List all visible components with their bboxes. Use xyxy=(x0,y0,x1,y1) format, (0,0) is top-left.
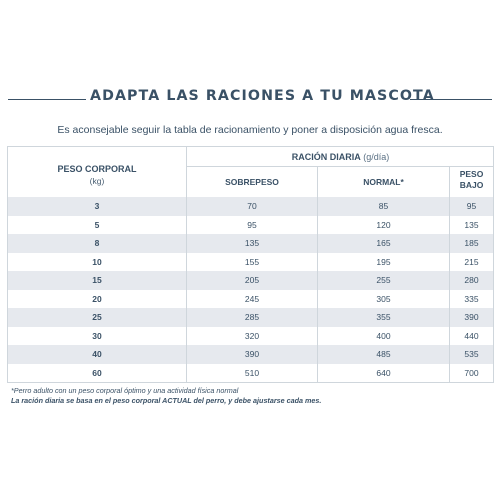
ration-table: PESO CORPORAL (kg) RACIÓN DIARIA (g/día)… xyxy=(7,146,494,383)
normal-header-label: NORMAL* xyxy=(363,177,404,187)
overweight-cell: 390 xyxy=(186,345,317,364)
normal-cell: 120 xyxy=(317,215,449,234)
weight-header-label: PESO CORPORAL xyxy=(57,164,137,174)
ration-header-unit: (g/día) xyxy=(363,152,390,162)
heading-rule-right xyxy=(410,99,492,100)
overweight-cell: 510 xyxy=(186,363,317,382)
normal-cell: 165 xyxy=(317,234,449,253)
low-weight-header-line1: PESO xyxy=(459,169,484,179)
table-row: 15 205 255 280 xyxy=(8,271,493,290)
page-title: ADAPTA LAS RACIONES A TU MASCOTA xyxy=(90,88,435,104)
section-heading: ADAPTA LAS RACIONES A TU MASCOTA xyxy=(0,86,500,110)
normal-cell: 195 xyxy=(317,252,449,271)
table-row: 8 135 165 185 xyxy=(8,234,493,253)
low-weight-cell: 440 xyxy=(449,326,493,345)
table-row: 3 70 85 95 xyxy=(8,197,493,216)
normal-cell: 640 xyxy=(317,363,449,382)
low-weight-column-header: PESO BAJO xyxy=(449,167,493,197)
footnote: *Perro adulto con un peso corporal óptim… xyxy=(11,386,239,395)
weight-cell: 3 xyxy=(94,201,100,211)
intro-text: Es aconsejable seguir la tabla de racion… xyxy=(57,124,443,136)
overweight-cell: 205 xyxy=(186,271,317,290)
weight-cell: 20 xyxy=(92,293,102,304)
weight-column-header: PESO CORPORAL (kg) xyxy=(8,147,186,197)
low-weight-cell: 390 xyxy=(449,308,493,327)
ration-header-label: RACIÓN DIARIA xyxy=(291,152,361,162)
overweight-cell: 70 xyxy=(186,197,317,216)
normal-cell: 485 xyxy=(317,345,449,364)
weight-cell: 8 xyxy=(94,238,100,248)
overweight-cell: 320 xyxy=(186,326,317,345)
weight-header-unit: (kg) xyxy=(89,176,105,186)
overweight-header-label: SOBREPESO xyxy=(225,177,279,187)
overweight-cell: 135 xyxy=(186,234,317,253)
low-weight-cell: 135 xyxy=(449,215,493,234)
weight-cell: 5 xyxy=(94,219,100,230)
low-weight-cell: 335 xyxy=(449,289,493,308)
low-weight-cell: 700 xyxy=(449,363,493,382)
low-weight-cell: 185 xyxy=(449,234,493,253)
table-row: 60 510 640 700 xyxy=(8,363,493,382)
table-row: 20 245 305 335 xyxy=(8,289,493,308)
weight-cell: 15 xyxy=(92,275,102,285)
weight-cell: 10 xyxy=(92,256,102,267)
low-weight-cell: 95 xyxy=(449,197,493,216)
ration-note: La ración diaria se basa en el peso corp… xyxy=(11,396,322,405)
low-weight-cell: 215 xyxy=(449,252,493,271)
low-weight-header-line2: BAJO xyxy=(459,180,484,190)
table-row: 30 320 400 440 xyxy=(8,326,493,345)
overweight-cell: 155 xyxy=(186,252,317,271)
table-row: 25 285 355 390 xyxy=(8,308,493,327)
table-row: 40 390 485 535 xyxy=(8,345,493,364)
heading-rule-left xyxy=(8,99,86,100)
overweight-column-header: SOBREPESO xyxy=(186,167,317,197)
table-row: 5 95 120 135 xyxy=(8,215,493,234)
overweight-cell: 285 xyxy=(186,308,317,327)
table-body: 3 70 85 95 5 95 120 135 8 135 165 185 10… xyxy=(8,197,493,382)
normal-column-header: NORMAL* xyxy=(317,167,449,197)
normal-cell: 400 xyxy=(317,326,449,345)
normal-cell: 255 xyxy=(317,271,449,290)
low-weight-cell: 280 xyxy=(449,271,493,290)
normal-cell: 305 xyxy=(317,289,449,308)
low-weight-cell: 535 xyxy=(449,345,493,364)
normal-cell: 355 xyxy=(317,308,449,327)
weight-cell: 30 xyxy=(92,330,102,341)
weight-cell: 25 xyxy=(92,312,102,322)
ration-group-header: RACIÓN DIARIA (g/día) xyxy=(186,147,493,167)
table-row: 10 155 195 215 xyxy=(8,252,493,271)
weight-cell: 40 xyxy=(92,349,102,359)
weight-cell: 60 xyxy=(92,367,102,378)
overweight-cell: 95 xyxy=(186,215,317,234)
overweight-cell: 245 xyxy=(186,289,317,308)
normal-cell: 85 xyxy=(317,197,449,216)
